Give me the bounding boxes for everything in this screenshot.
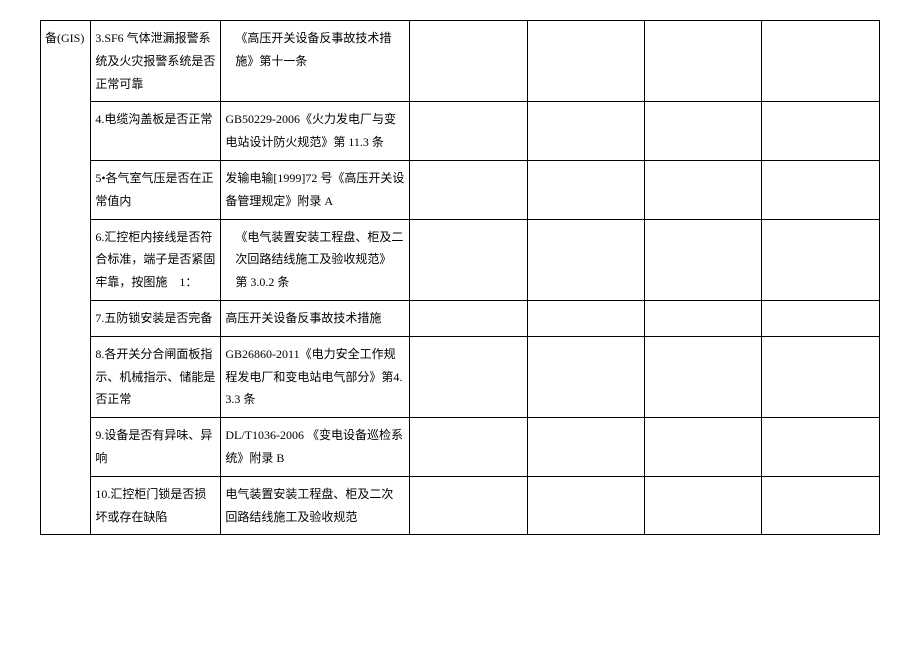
empty-cell [645,102,762,161]
empty-cell [527,21,644,102]
empty-cell [645,418,762,477]
empty-cell [762,160,880,219]
empty-cell [410,300,527,336]
empty-cell [527,418,644,477]
table-row: 5•各气室气压是否在正常值内 发输电输[1999]72 号《高压开关设备管理规定… [41,160,880,219]
item-cell: 9.设备是否有异味、异响 [91,418,221,477]
empty-cell [762,300,880,336]
item-cell: 10.汇控柜门锁是否损坏或存在缺陷 [91,476,221,535]
empty-cell [410,476,527,535]
empty-cell [410,336,527,417]
empty-cell [527,476,644,535]
item-cell: 5•各气室气压是否在正常值内 [91,160,221,219]
empty-cell [527,160,644,219]
empty-cell [645,336,762,417]
empty-cell [762,418,880,477]
empty-cell [527,102,644,161]
table-row: 7.五防锁安装是否完备 高压开关设备反事故技术措施 [41,300,880,336]
table-row: 6.汇控柜内接线是否符合标准，端子是否紧固牢靠，按图施 1： 《电气装置安装工程… [41,219,880,300]
empty-cell [762,219,880,300]
standard-cell: 《电气装置安装工程盘、柜及二次回路结线施工及验收规范》 第 3.0.2 条 [221,219,410,300]
empty-cell [645,476,762,535]
item-cell: 8.各开关分合闸面板指示、机械指示、储能是否正常 [91,336,221,417]
empty-cell [410,219,527,300]
empty-cell [645,160,762,219]
empty-cell [762,102,880,161]
standard-cell: GB50229-2006《火力发电厂与变电站设计防火规范》第 11.3 条 [221,102,410,161]
empty-cell [410,418,527,477]
table-row: 4.电缆沟盖板是否正常 GB50229-2006《火力发电厂与变电站设计防火规范… [41,102,880,161]
empty-cell [762,476,880,535]
standard-cell: GB26860-2011《电力安全工作规程发电厂和变电站电气部分》第4.3.3 … [221,336,410,417]
empty-cell [762,21,880,102]
standard-cell: 《高压开关设备反事故技术措施》第十一条 [221,21,410,102]
table-row: 10.汇控柜门锁是否损坏或存在缺陷 电气装置安装工程盘、柜及二次回路结线施工及验… [41,476,880,535]
item-cell: 7.五防锁安装是否完备 [91,300,221,336]
inspection-table: 备(GIS) 3.SF6 气体泄漏报警系统及火灾报警系统是否正常可靠 《高压开关… [40,20,880,535]
standard-cell: DL/T1036-2006 《变电设备巡检系统》附录 B [221,418,410,477]
standard-cell: 高压开关设备反事故技术措施 [221,300,410,336]
empty-cell [527,300,644,336]
item-cell: 4.电缆沟盖板是否正常 [91,102,221,161]
empty-cell [410,160,527,219]
table-row: 8.各开关分合闸面板指示、机械指示、储能是否正常 GB26860-2011《电力… [41,336,880,417]
empty-cell [645,219,762,300]
item-cell: 6.汇控柜内接线是否符合标准，端子是否紧固牢靠，按图施 1： [91,219,221,300]
standard-cell: 发输电输[1999]72 号《高压开关设备管理规定》附录 A [221,160,410,219]
table-row: 备(GIS) 3.SF6 气体泄漏报警系统及火灾报警系统是否正常可靠 《高压开关… [41,21,880,102]
empty-cell [527,336,644,417]
empty-cell [645,300,762,336]
category-cell: 备(GIS) [41,21,91,535]
empty-cell [762,336,880,417]
empty-cell [410,102,527,161]
empty-cell [527,219,644,300]
table-row: 9.设备是否有异味、异响 DL/T1036-2006 《变电设备巡检系统》附录 … [41,418,880,477]
empty-cell [410,21,527,102]
empty-cell [645,21,762,102]
standard-cell: 电气装置安装工程盘、柜及二次回路结线施工及验收规范 [221,476,410,535]
item-cell: 3.SF6 气体泄漏报警系统及火灾报警系统是否正常可靠 [91,21,221,102]
